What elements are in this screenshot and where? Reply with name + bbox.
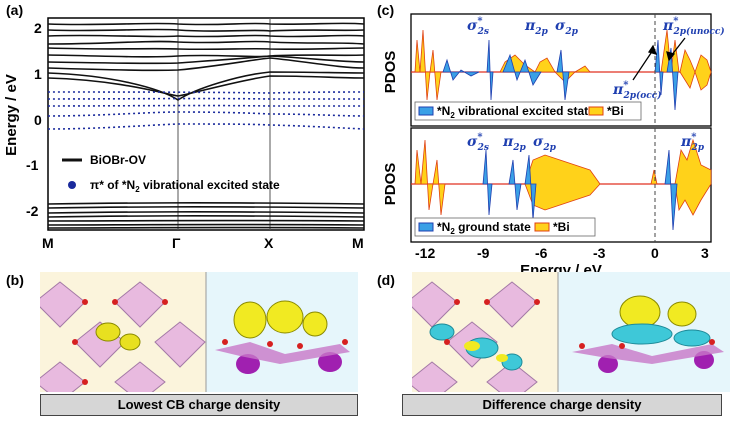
peak-pi-star-bottom: π* 2p bbox=[680, 132, 705, 153]
legend-dot-label: π* of *N2 vibrational excited state bbox=[90, 178, 280, 194]
peak-sigma2s-star-top: σ* 2s bbox=[467, 16, 489, 37]
pdos-plot: PDOS PDOS σ* 2s π2p σ2p π* 2p(unocc) π* 2p(… bbox=[382, 13, 725, 276]
panel-label-b: (b) bbox=[6, 272, 24, 288]
pdos-top-legend: *N2 vibrational excited state *Bi bbox=[414, 101, 642, 121]
peak-pi2p-top: π2p bbox=[524, 18, 549, 37]
peak-pi-star-occ: π* 2p(occ) bbox=[612, 80, 662, 101]
panel-label-c: (c) bbox=[377, 2, 395, 18]
peak-sigma2s-star-bottom: σ* 2s bbox=[467, 132, 489, 153]
ytick-neg2: -2 bbox=[26, 203, 39, 219]
panel-d-illustration bbox=[412, 272, 730, 392]
svg-text:*N2 vibrational excited state: *N2 vibrational excited state bbox=[437, 104, 595, 120]
kpoint-x: X bbox=[264, 235, 274, 250]
peak-sigma2p-bottom: σ2p bbox=[533, 134, 557, 153]
band-y-axis-title: Energy / eV bbox=[3, 74, 20, 156]
pi-star-bands bbox=[47, 91, 365, 130]
xtick-neg12: -12 bbox=[415, 245, 435, 261]
ytick-neg1: -1 bbox=[26, 157, 39, 173]
pdos-top-n2 bbox=[442, 39, 679, 111]
legend-dot-swatch bbox=[68, 181, 76, 189]
xtick-0: 0 bbox=[651, 245, 659, 261]
caption-lowest-cb: Lowest CB charge density bbox=[40, 394, 358, 416]
svg-text:*N2 ground state: *N2 ground state bbox=[437, 220, 531, 236]
svg-text:*Bi: *Bi bbox=[553, 220, 570, 234]
xtick-neg9: -9 bbox=[477, 245, 490, 261]
panel-label-d: (d) bbox=[377, 272, 395, 288]
kpoint-gamma: Γ bbox=[172, 235, 181, 250]
kpoint-m-right: M bbox=[352, 235, 364, 250]
pdos-bottom-n2 bbox=[482, 149, 678, 231]
peak-pi2p-bottom: π2p bbox=[502, 134, 527, 153]
xtick-neg3: -3 bbox=[593, 245, 606, 261]
pointer-arrows bbox=[632, 37, 686, 81]
kpoint-m-left: M bbox=[42, 235, 54, 250]
peak-pi-star-unocc: π* 2p(unocc) bbox=[662, 16, 725, 37]
legend-line-label: BiOBr-OV bbox=[90, 153, 146, 167]
valence-bands bbox=[47, 202, 365, 229]
ytick-1: 1 bbox=[34, 66, 42, 82]
xtick-neg6: -6 bbox=[535, 245, 548, 261]
xtick-3: 3 bbox=[701, 245, 709, 261]
pdos-top-y-title: PDOS bbox=[382, 51, 399, 94]
panel-label-a: (a) bbox=[6, 2, 24, 18]
conduction-bands bbox=[47, 22, 365, 101]
panel-b-illustration bbox=[40, 272, 358, 392]
band-frame bbox=[47, 17, 365, 231]
band-structure-plot: Energy / eV 2 1 0 -1 -2 bbox=[3, 17, 365, 250]
svg-text:*Bi: *Bi bbox=[607, 104, 624, 118]
ytick-0: 0 bbox=[34, 112, 42, 128]
pdos-bottom-y-title: PDOS bbox=[382, 163, 399, 206]
pdos-bottom-bi bbox=[414, 138, 712, 216]
pdos-bottom-legend: *N2 ground state *Bi bbox=[414, 217, 596, 237]
caption-difference-charge: Difference charge density bbox=[402, 394, 722, 416]
ytick-2: 2 bbox=[34, 20, 42, 36]
peak-sigma2p-top: σ2p bbox=[555, 18, 579, 37]
